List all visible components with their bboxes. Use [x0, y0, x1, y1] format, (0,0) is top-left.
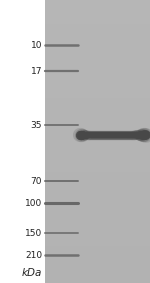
Text: kDa: kDa [22, 268, 42, 278]
Text: 210: 210 [25, 250, 42, 260]
Text: 100: 100 [25, 198, 42, 207]
Text: 150: 150 [25, 228, 42, 237]
Text: 10: 10 [30, 40, 42, 50]
Text: 70: 70 [30, 177, 42, 185]
Text: 35: 35 [30, 121, 42, 130]
Text: 17: 17 [30, 67, 42, 76]
